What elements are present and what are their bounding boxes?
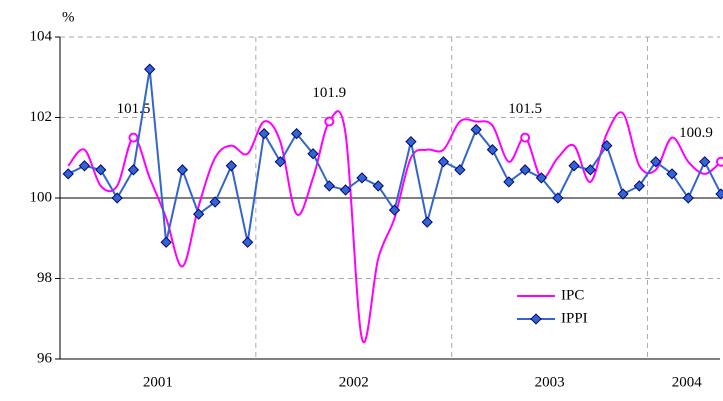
x-tick-label: 2001 [143,374,173,390]
point-marker [176,164,189,176]
data-label: 101.5 [117,101,151,117]
y-tick-label: 102 [30,109,53,125]
point-marker [356,172,368,184]
point-marker [568,160,580,172]
point-marker [421,216,433,228]
data-label: 100.9 [679,125,713,141]
point-marker [258,127,270,140]
point-marker [307,148,319,160]
point-marker [486,144,499,156]
data-label: 101.9 [312,85,346,101]
point-marker [584,164,597,176]
point-marker [78,160,91,172]
point-marker [144,63,156,75]
labeled-point [520,132,531,143]
point-marker [372,180,384,192]
y-tick-label: 104 [30,28,53,44]
point-marker [62,168,74,180]
legend-label: IPC [561,287,584,303]
x-tick-label: 2003 [535,374,565,390]
point-marker [715,188,723,200]
point-marker [388,204,401,216]
point-marker [405,135,417,148]
x-tick-label: 2004 [672,374,703,390]
labeled-point [715,156,723,167]
point-marker [503,176,515,188]
point-marker [470,123,482,136]
y-tick-label: 96 [37,350,53,366]
point-marker [699,156,711,168]
point-marker [601,140,613,152]
x-tick-label: 2002 [339,374,369,390]
labeled-point [324,116,335,127]
point-marker [454,164,466,176]
point-marker [666,168,678,180]
point-marker [274,156,286,168]
point-marker [111,192,123,204]
point-marker [437,156,450,168]
point-marker [127,164,140,176]
point-marker [682,192,694,204]
legend-label: IPPI [561,310,588,326]
point-marker [552,192,564,204]
y-tick-label: 100 [30,189,53,205]
point-marker [241,236,254,248]
point-marker [290,127,303,140]
point-marker [650,156,662,168]
point-marker [225,160,238,172]
point-marker [95,164,107,176]
point-marker [633,180,645,192]
y-tick-label: 98 [37,270,52,286]
point-marker [535,172,548,184]
data-label: 101.5 [508,101,542,117]
point-marker [323,180,335,192]
point-marker [209,196,221,208]
point-marker [193,208,205,220]
legend-marker [530,313,542,325]
point-marker [519,164,531,176]
series-line [67,110,722,344]
point-marker [160,236,172,248]
point-marker [617,188,629,200]
y-unit: % [62,9,75,25]
point-marker [339,184,352,196]
labeled-point [128,132,139,143]
